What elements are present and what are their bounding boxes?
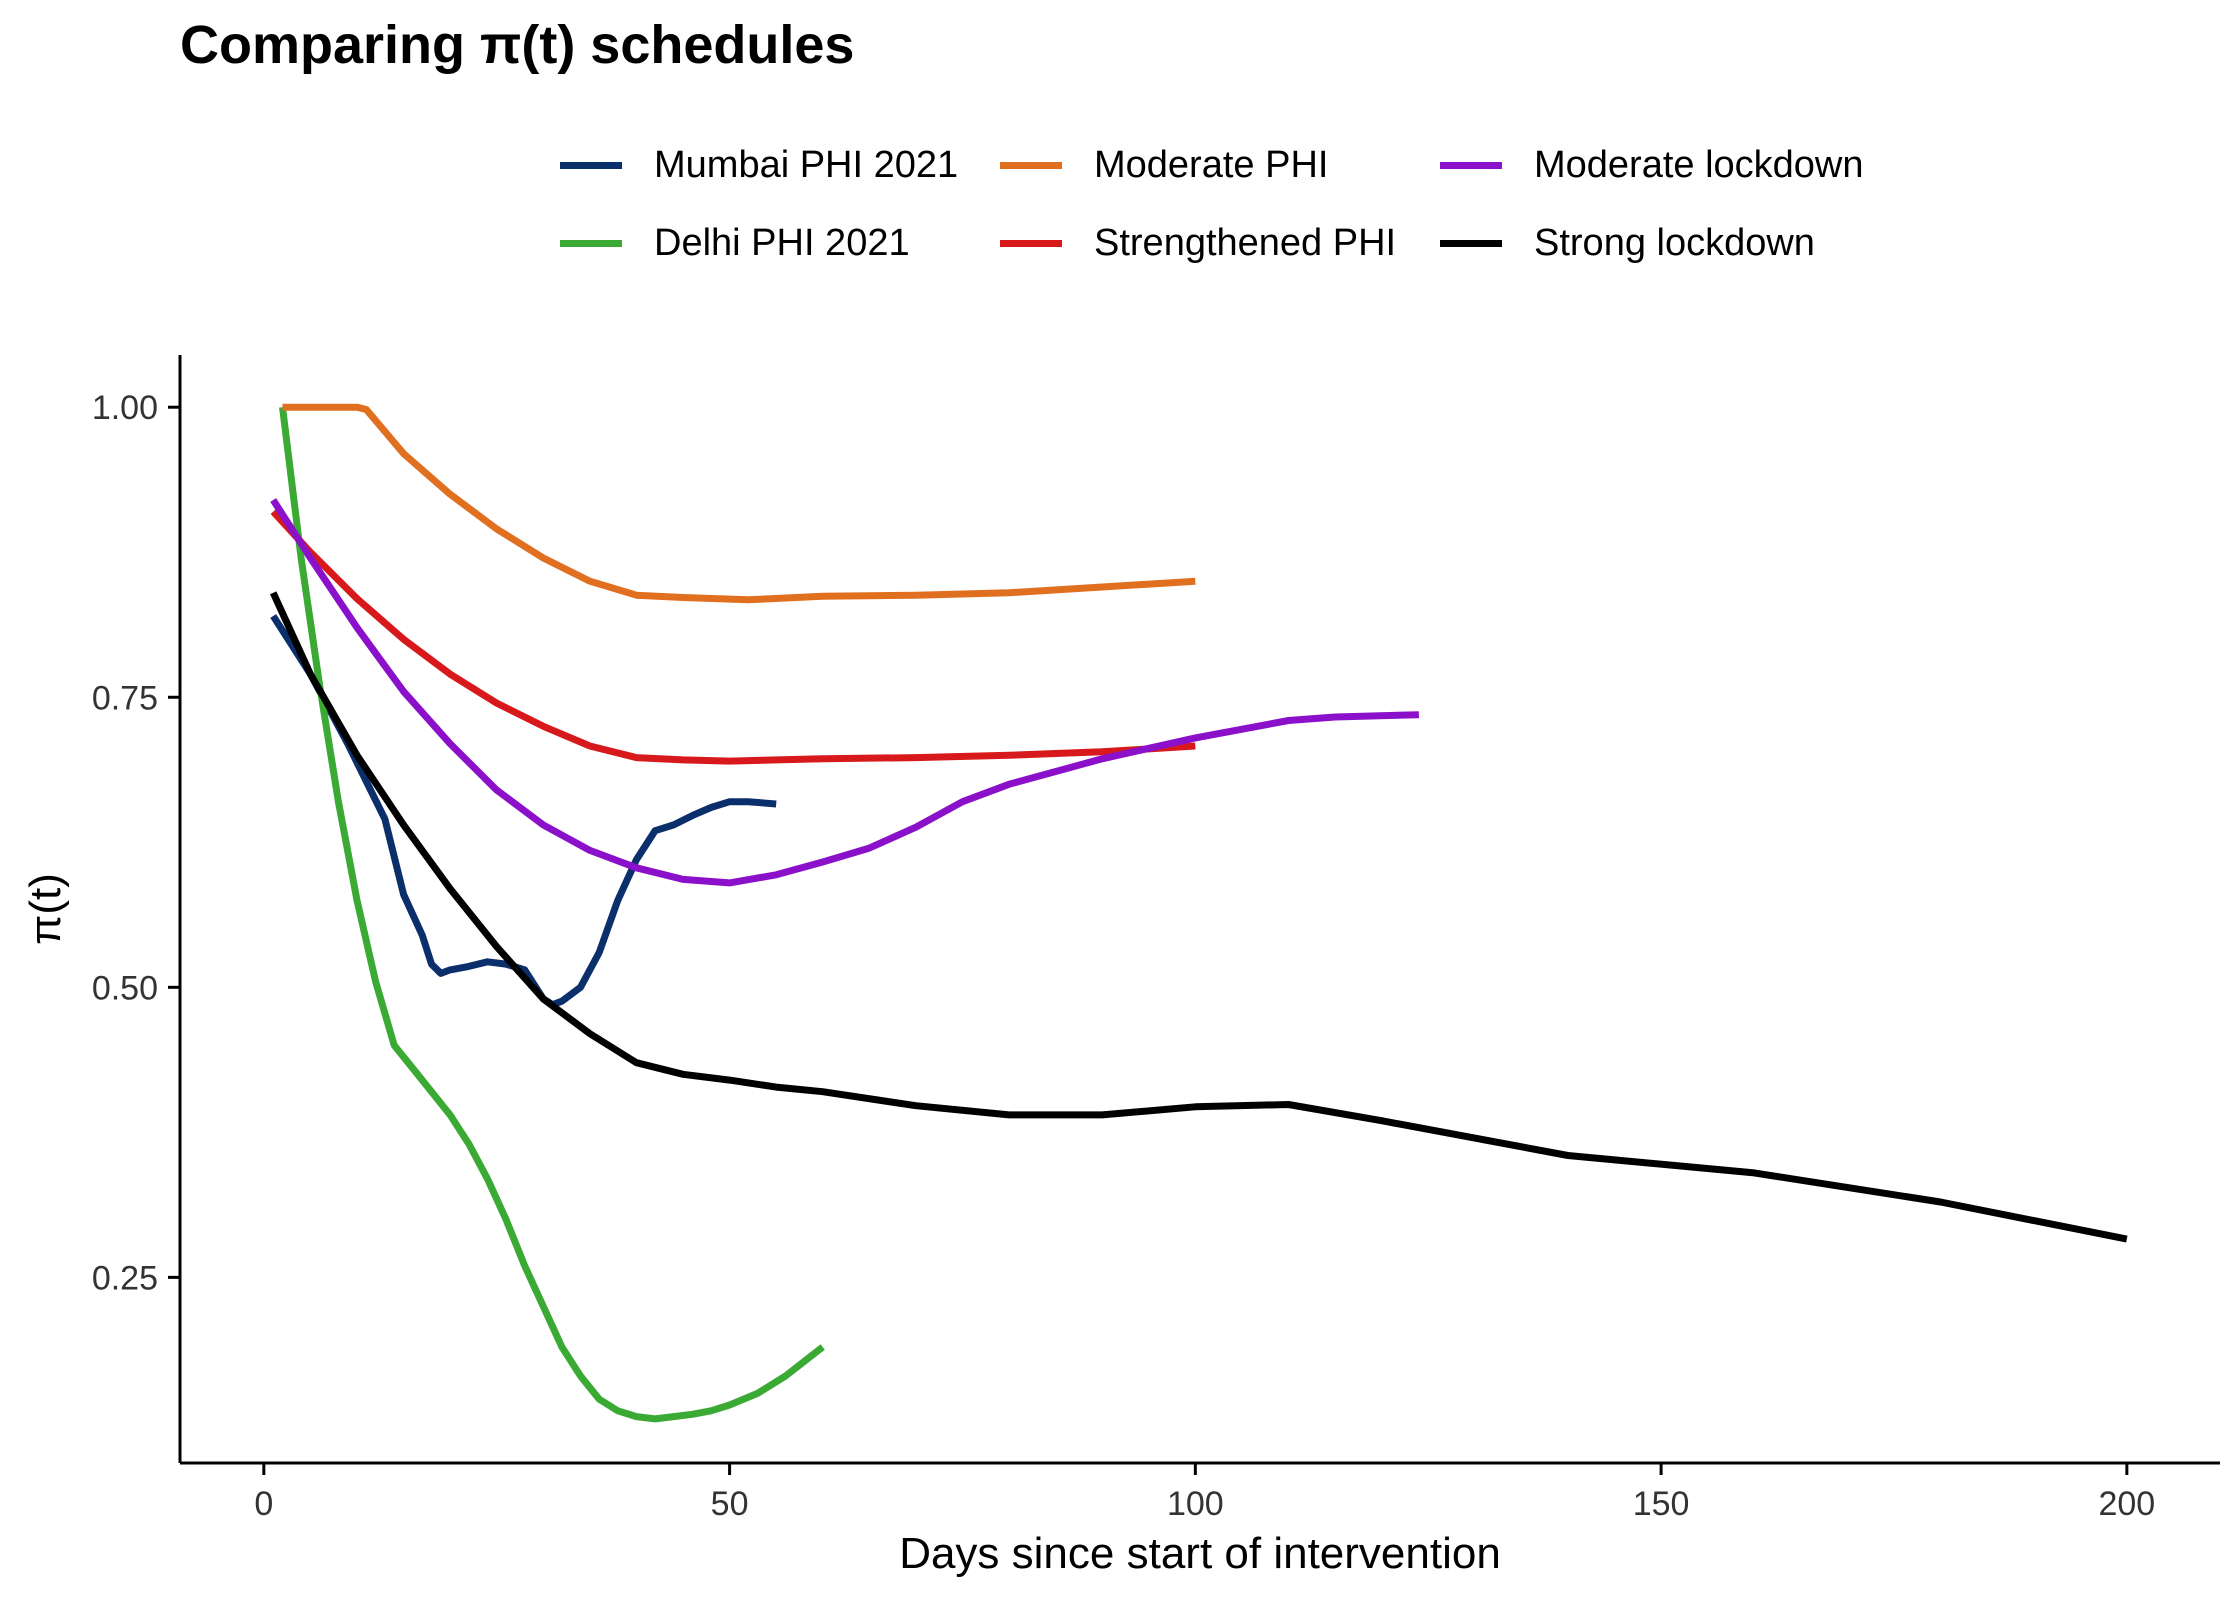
legend-item-strengthened-phi: Strengthened PHI: [1000, 218, 1396, 268]
legend-key-strong-lockdown: [1440, 239, 1502, 247]
legend-item-moderate-phi: Moderate PHI: [1000, 140, 1328, 190]
legend-item-mumbai-phi-2021: Mumbai PHI 2021: [560, 140, 958, 190]
legend-key-delhi-phi-2021: [560, 239, 622, 247]
x-tick-label: 150: [1633, 1485, 1690, 1523]
series-line-strong-lockdown: [270, 591, 2128, 1243]
legend-label-moderate-phi: Moderate PHI: [1094, 143, 1329, 186]
y-tick-label: 0.25: [92, 1259, 158, 1297]
y-tick-label: 1.00: [92, 389, 158, 427]
series-line-moderate-phi: [282, 403, 1196, 604]
legend-label-moderate-lockdown: Moderate lockdown: [1534, 143, 1864, 186]
legend-label-mumbai-phi-2021: Mumbai PHI 2021: [654, 143, 959, 186]
legend-label-delhi-phi-2021: Delhi PHI 2021: [654, 221, 910, 264]
x-tick-label: 0: [254, 1485, 273, 1523]
legend-item-moderate-lockdown: Moderate lockdown: [1440, 140, 1864, 190]
chart-title: Comparing π(t) schedules: [180, 15, 855, 75]
x-axis-label: Days since start of intervention: [899, 1529, 1501, 1578]
legend-label-strong-lockdown: Strong lockdown: [1534, 221, 1815, 264]
legend: Mumbai PHI 2021 Delhi PHI 2021 Moderate …: [560, 140, 1960, 290]
y-ticks: 0.25 0.50 0.75 1.00: [92, 389, 180, 1297]
legend-label-strengthened-phi: Strengthened PHI: [1094, 221, 1397, 264]
legend-item-delhi-phi-2021: Delhi PHI 2021: [560, 218, 910, 268]
series-line-moderate-lockdown: [270, 498, 1419, 887]
legend-key-moderate-phi: [1000, 161, 1062, 169]
series-line-delhi-phi-2021: [279, 406, 825, 1423]
x-tick-label: 50: [711, 1485, 749, 1523]
x-ticks: 0 50 100 150 200: [254, 1463, 2155, 1523]
x-tick-label: 100: [1167, 1485, 1224, 1523]
legend-key-moderate-lockdown: [1440, 161, 1502, 169]
series-line-strengthened-phi: [270, 509, 1196, 765]
legend-item-strong-lockdown: Strong lockdown: [1440, 218, 1815, 268]
legend-key-strengthened-phi: [1000, 239, 1062, 247]
legend-key-mumbai-phi-2021: [560, 161, 622, 169]
y-axis-label: π(t): [21, 873, 70, 945]
y-tick-label: 0.75: [92, 679, 158, 717]
x-tick-label: 200: [2098, 1485, 2155, 1523]
series-layer: [270, 403, 2128, 1423]
y-tick-label: 0.50: [92, 969, 158, 1007]
